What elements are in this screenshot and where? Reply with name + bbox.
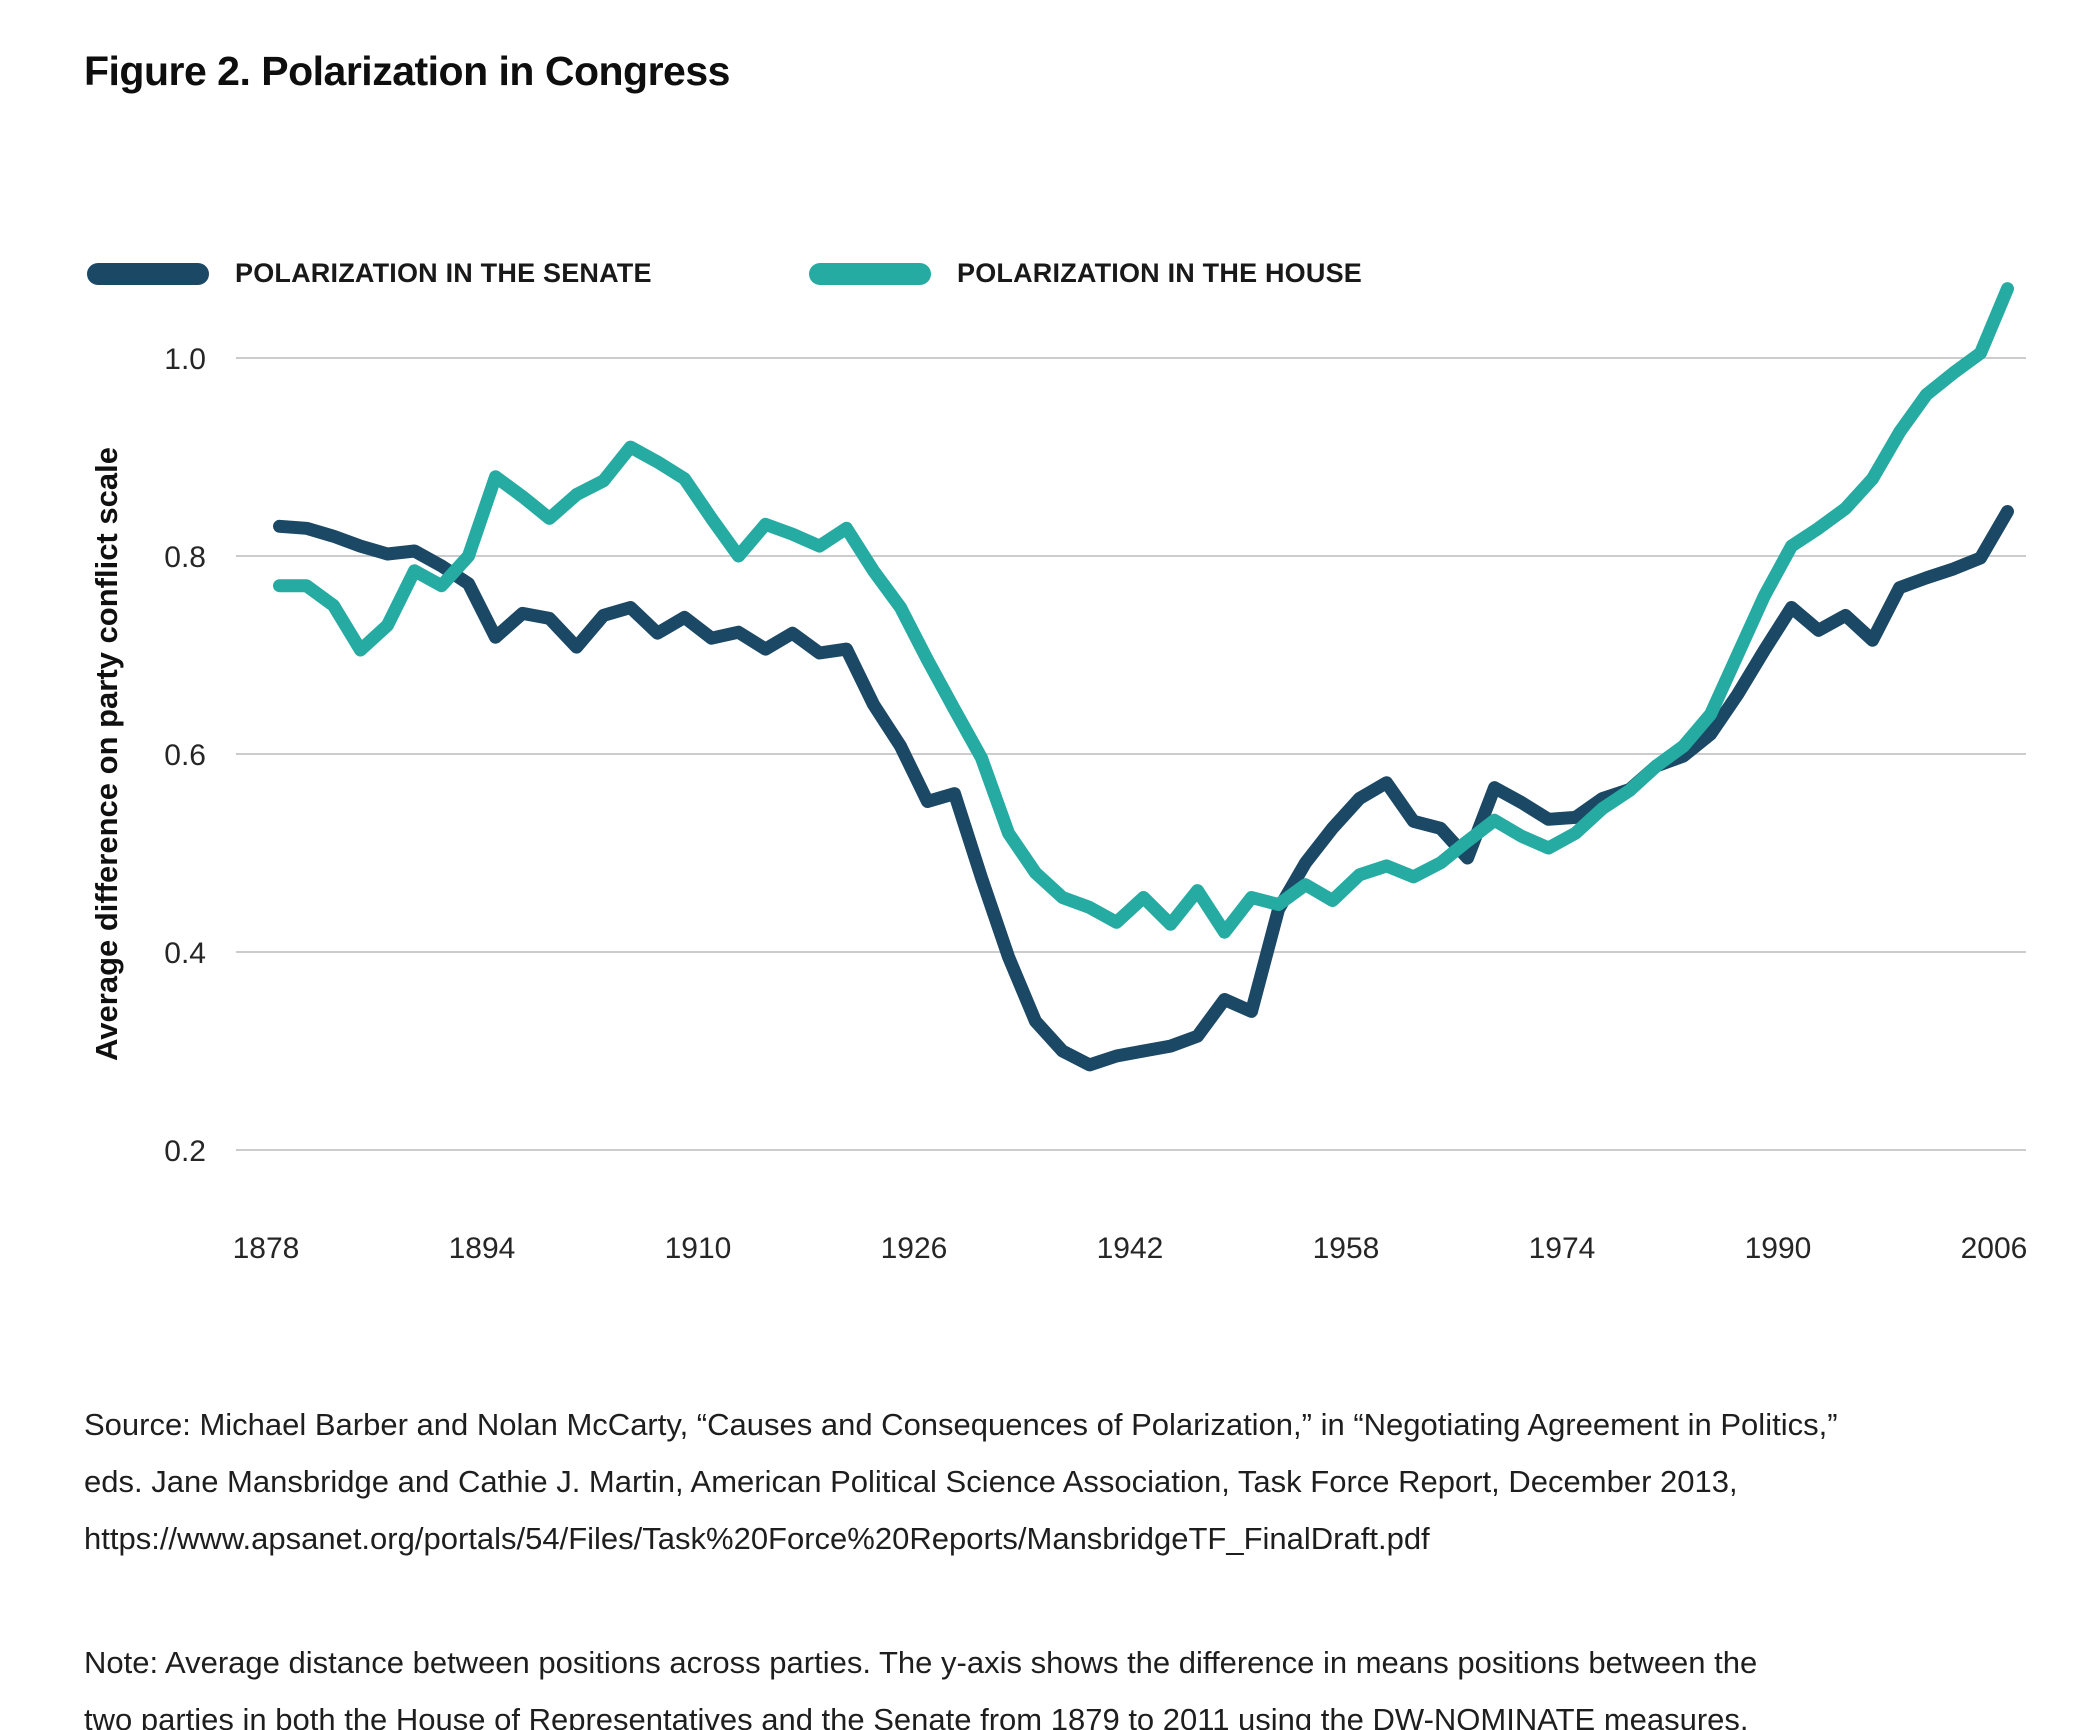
y-tick-label-0.4: 0.4 — [164, 937, 206, 970]
legend-label-senate: POLARIZATION IN THE SENATE — [235, 258, 652, 288]
house-line — [273, 282, 2014, 939]
y-tick-label-1.0: 1.0 — [164, 343, 206, 376]
legend-item-senate: POLARIZATION IN THE SENATE — [87, 258, 652, 289]
source-text: Source: Michael Barber and Nolan McCarty… — [84, 1396, 2044, 1567]
y-tick-label-0.8: 0.8 — [164, 541, 206, 574]
source-line-2: eds. Jane Mansbridge and Cathie J. Marti… — [84, 1464, 1738, 1499]
note-line-1: Note: Average distance between positions… — [84, 1645, 1758, 1680]
figure-title: Figure 2. Polarization in Congress — [84, 48, 730, 94]
senate-line-swatch — [87, 262, 209, 285]
y-tick-label-0.2: 0.2 — [164, 1135, 206, 1168]
y-tick-label-0.6: 0.6 — [164, 739, 206, 772]
x-tick-label-1958: 1958 — [1313, 1232, 1380, 1265]
senate-line — [273, 505, 2014, 1072]
x-tick-label-1990: 1990 — [1745, 1232, 1812, 1265]
x-tick-label-1894: 1894 — [449, 1232, 516, 1265]
x-tick-label-1926: 1926 — [881, 1232, 948, 1265]
chart-svg: Average difference on party conflict sca… — [89, 282, 2028, 1265]
x-tick-label-1910: 1910 — [665, 1232, 732, 1265]
source-line-1: Source: Michael Barber and Nolan McCarty… — [84, 1407, 1838, 1442]
legend-item-house: POLARIZATION IN THE HOUSE — [809, 258, 1362, 289]
y-axis-title: Average difference on party conflict sca… — [89, 447, 124, 1061]
x-tick-label-2006: 2006 — [1961, 1232, 2028, 1265]
note-text: Note: Average distance between positions… — [84, 1634, 2044, 1730]
legend-label-house: POLARIZATION IN THE HOUSE — [957, 258, 1363, 288]
x-tick-label-1942: 1942 — [1097, 1232, 1164, 1265]
source-line-3: https://www.apsanet.org/portals/54/Files… — [84, 1521, 1430, 1556]
house-line-swatch — [809, 262, 931, 285]
x-tick-label-1974: 1974 — [1529, 1232, 1596, 1265]
line-chart: Average difference on party conflict sca… — [89, 282, 2028, 1265]
x-tick-label-1878: 1878 — [233, 1232, 300, 1265]
note-line-2: two parties in both the House of Represe… — [84, 1702, 1749, 1730]
